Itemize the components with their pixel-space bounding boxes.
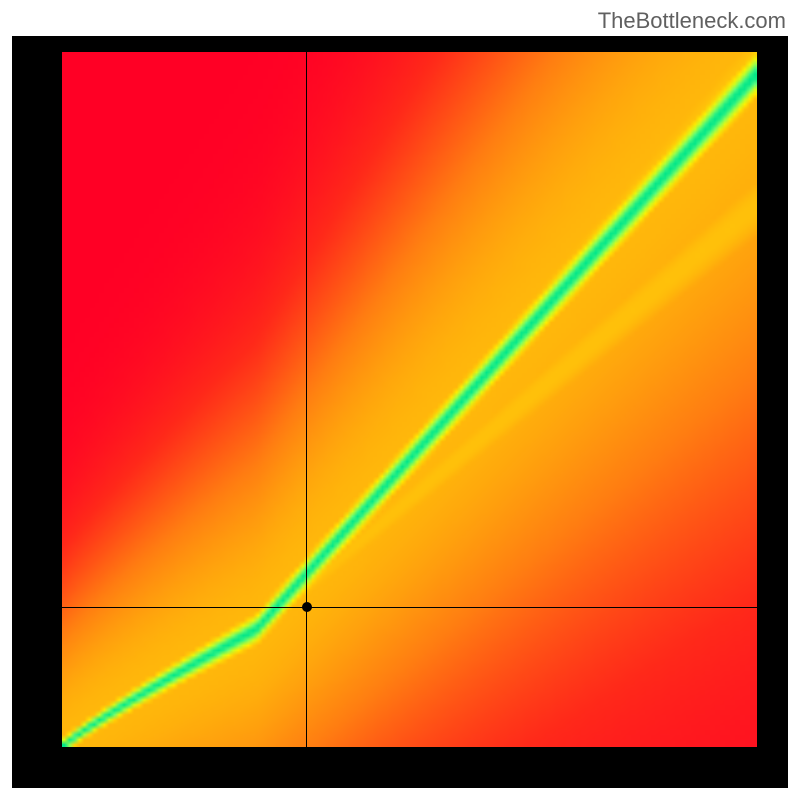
crosshair-horizontal	[62, 607, 757, 608]
chart-frame	[12, 36, 788, 788]
crosshair-vertical	[306, 52, 307, 747]
attribution: TheBottleneck.com	[598, 8, 786, 34]
operating-point-marker	[302, 602, 312, 612]
bottleneck-heatmap	[62, 52, 757, 747]
